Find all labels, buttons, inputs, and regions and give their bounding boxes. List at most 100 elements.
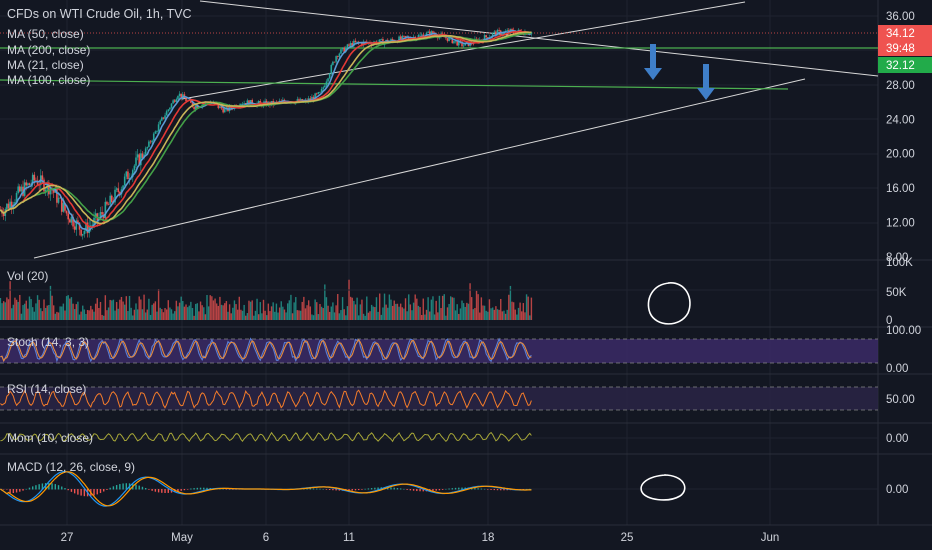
time-axis[interactable]: 27 May 6 11 18 25 Jun <box>61 532 780 544</box>
volume-bar <box>437 312 439 320</box>
candle-body <box>346 44 349 48</box>
trend-lines <box>0 0 879 259</box>
candle-body <box>341 47 344 50</box>
candle-body <box>70 216 73 223</box>
volume-bar <box>46 305 48 320</box>
macd-histogram-bar <box>403 488 405 490</box>
candle-body <box>136 154 139 158</box>
macd-histogram-bar <box>451 488 454 490</box>
macd-histogram-bar <box>196 487 199 490</box>
volume-bar <box>301 301 303 320</box>
volume-bar <box>224 303 226 320</box>
volume-bar <box>290 294 292 320</box>
volume-bar <box>366 296 368 320</box>
volume-bar <box>65 296 68 320</box>
macd-histogram-bar <box>193 488 195 490</box>
macd-histogram-bar <box>164 489 166 493</box>
volume-bar <box>59 306 61 320</box>
candle-body <box>43 179 45 192</box>
volume-bar <box>156 311 158 320</box>
macd-histogram-bar <box>122 483 124 490</box>
volume-bar <box>424 314 426 320</box>
volume-bar <box>103 315 105 320</box>
volume-bar <box>304 308 307 320</box>
volume-bar <box>335 305 337 320</box>
candle-body <box>511 29 513 30</box>
volume-bar <box>524 312 526 320</box>
macd-histogram-bar <box>77 489 79 495</box>
volume-bar <box>309 306 311 320</box>
macd-histogram-bar <box>67 489 69 491</box>
candle-body <box>451 36 454 44</box>
volume-bar <box>220 304 223 320</box>
candle-body <box>56 188 58 203</box>
macd-histogram-bar <box>325 489 328 490</box>
volume-bar <box>509 285 512 320</box>
volume-bar <box>101 314 103 320</box>
volume-bar <box>274 311 276 320</box>
macd-histogram-bar <box>119 484 121 490</box>
candle-body <box>115 188 118 190</box>
volume-bar <box>314 299 316 320</box>
volume-bar <box>64 310 66 320</box>
candle-body <box>196 105 199 108</box>
candle-body <box>83 230 86 235</box>
volume-bar <box>222 305 224 320</box>
macd-histogram-bar <box>309 488 311 490</box>
candle-body <box>361 42 363 46</box>
volume-bar <box>408 294 410 320</box>
macd-histogram-bar <box>61 486 63 490</box>
candle-body <box>14 202 16 205</box>
candle-body <box>336 56 339 57</box>
macd-histogram-bar <box>83 489 86 497</box>
volume-bar <box>474 308 476 320</box>
candle-body <box>496 29 499 36</box>
macd-histogram-bar <box>354 489 357 491</box>
candle-body <box>495 31 497 36</box>
volume-bar <box>341 297 344 320</box>
volume-bar <box>119 299 121 320</box>
volume-bar <box>61 306 63 320</box>
candle-body <box>146 146 149 149</box>
chart-title: CFDs on WTI Crude Oil, 1h, TVC <box>7 7 192 21</box>
volume-bar <box>27 308 29 320</box>
macd-histogram-bar <box>422 489 424 492</box>
candle-body <box>156 131 158 133</box>
volume-bar <box>169 307 171 320</box>
candle-body <box>7 203 10 209</box>
grid-lines <box>0 0 878 525</box>
candle-body <box>296 99 299 102</box>
candle-body <box>17 186 19 193</box>
macd-histogram-bar <box>529 488 531 490</box>
volume-bar <box>228 304 231 320</box>
volume-bar <box>312 315 315 320</box>
volume-bar <box>362 313 365 320</box>
volume-bar <box>127 311 129 320</box>
macd-histogram-bar <box>180 489 182 491</box>
volume-bar <box>209 295 211 320</box>
candle-body <box>91 224 94 226</box>
volume-bar <box>472 309 475 320</box>
macd-histogram-bar <box>106 489 108 490</box>
candle-body <box>128 177 131 180</box>
volume-bar <box>215 303 218 320</box>
volume-bar <box>248 300 250 320</box>
candle-body <box>459 40 462 42</box>
candle-body <box>44 189 47 192</box>
macd-histogram-bar <box>38 484 40 490</box>
price-tick-label: 36.00 <box>886 11 915 23</box>
volume-bar <box>349 296 352 320</box>
price-badge-label: 39:48 <box>886 43 915 55</box>
volume-bar <box>167 300 169 320</box>
volume-bar <box>275 303 278 320</box>
candle-body <box>259 101 262 103</box>
candle-body <box>49 188 52 195</box>
volume-bar <box>22 305 24 320</box>
candle-body <box>491 33 494 37</box>
candle-body <box>419 34 421 36</box>
volume-bar <box>453 297 455 320</box>
volume-bar <box>422 298 424 320</box>
candle-body <box>399 36 402 40</box>
candle-body <box>85 222 87 231</box>
